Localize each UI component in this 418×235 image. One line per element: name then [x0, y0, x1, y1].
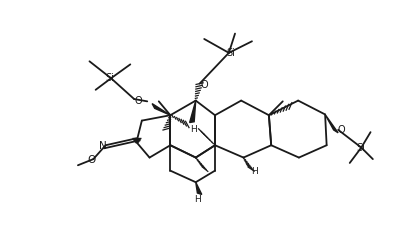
Polygon shape	[152, 104, 170, 115]
Text: Si: Si	[105, 73, 114, 83]
Text: O: O	[337, 125, 345, 135]
Text: H: H	[194, 195, 201, 204]
Text: O: O	[135, 96, 143, 106]
Text: H: H	[190, 125, 197, 134]
Text: Si: Si	[357, 143, 366, 153]
Polygon shape	[325, 114, 338, 133]
Text: H: H	[251, 167, 257, 176]
Polygon shape	[190, 101, 196, 122]
Text: O: O	[88, 155, 96, 165]
Text: N: N	[99, 141, 107, 151]
Text: O: O	[200, 80, 208, 90]
Text: Si: Si	[226, 48, 235, 58]
Polygon shape	[196, 182, 202, 195]
